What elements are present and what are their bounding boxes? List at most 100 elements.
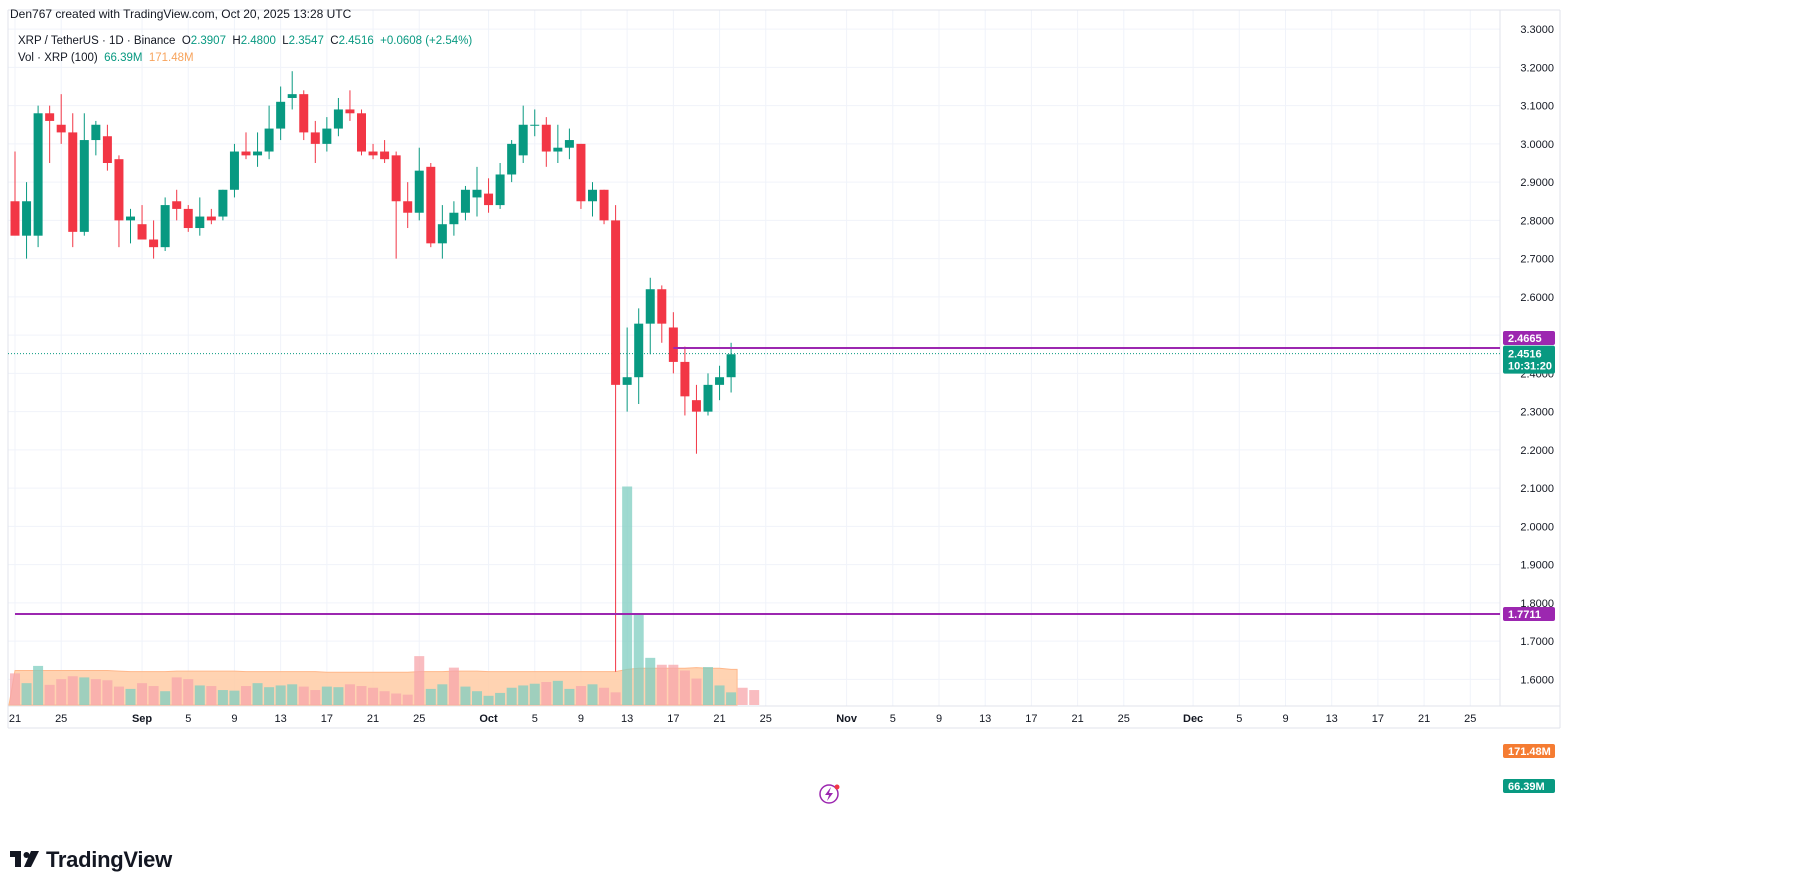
volume-bar — [691, 678, 702, 705]
candle-body — [195, 216, 205, 229]
volume-bar — [275, 685, 286, 705]
volume-bar — [356, 686, 367, 705]
candle — [91, 120, 101, 156]
candle-body — [287, 94, 297, 98]
time-tick-label: Nov — [836, 713, 858, 725]
candle-body — [241, 151, 251, 156]
candle-body — [680, 361, 690, 397]
candle-body — [149, 239, 159, 248]
candle-body — [691, 400, 701, 412]
candle — [310, 120, 320, 164]
volume-bar — [264, 687, 275, 705]
volume-bar — [622, 486, 633, 705]
volume-bar — [703, 667, 713, 705]
candle-body — [114, 159, 124, 221]
volume-bar — [310, 690, 321, 705]
volume-bar — [171, 677, 182, 705]
volume-bar — [495, 692, 506, 705]
volume-name[interactable]: Vol · XRP (100) — [18, 52, 98, 64]
candle — [276, 86, 286, 141]
time-tick-label: 17 — [321, 713, 333, 725]
candle — [368, 143, 378, 160]
candle — [126, 208, 135, 244]
candle-body — [91, 124, 101, 141]
volume-bar — [33, 665, 44, 705]
candle-body — [634, 323, 644, 378]
time-tick-label: Oct — [479, 713, 498, 725]
level-price-label: 1.7711 — [1503, 606, 1555, 621]
volume-bar — [194, 685, 205, 705]
volume-ma-axis-text: 171.48M — [1508, 746, 1551, 758]
time-tick-label: 5 — [890, 713, 896, 725]
level-price-label-text: 2.4665 — [1508, 333, 1542, 345]
candle — [22, 182, 32, 259]
candle — [691, 384, 701, 454]
candle — [380, 140, 390, 164]
candle — [484, 178, 494, 213]
candle-body — [657, 289, 667, 324]
candle — [137, 205, 147, 240]
candle-body — [518, 124, 528, 156]
candle-body — [22, 201, 32, 236]
candle — [253, 132, 263, 167]
candle — [645, 277, 655, 355]
time-tick-label: 25 — [1118, 713, 1130, 725]
candle-body — [380, 151, 390, 160]
level-price-label-text: 1.7711 — [1508, 609, 1541, 621]
volume-bar — [44, 684, 55, 705]
volume-bar — [529, 683, 540, 705]
candle — [680, 346, 690, 416]
candle — [102, 124, 112, 171]
tradingview-logo-text: TradingView — [46, 847, 172, 872]
candle-body — [310, 132, 320, 144]
lightning-icon[interactable] — [819, 784, 840, 804]
candle — [507, 140, 517, 183]
candle-body — [403, 201, 413, 213]
candle — [299, 90, 309, 141]
candle-body — [322, 128, 332, 144]
candle-body — [553, 147, 563, 152]
volume-axis-text: 66.39M — [1508, 781, 1545, 793]
candle-body — [206, 216, 216, 221]
price-tick-label: 1.6000 — [1520, 674, 1554, 686]
tradingview-logo[interactable]: TradingView — [10, 847, 172, 873]
candle-body — [56, 124, 66, 133]
candle-body — [715, 377, 725, 385]
candle — [703, 373, 713, 416]
time-tick-label: 13 — [979, 713, 991, 725]
candle — [160, 197, 170, 251]
candle — [195, 197, 205, 236]
volume-ma-axis-label: 171.48M — [1503, 744, 1555, 758]
candle — [726, 342, 736, 393]
time-tick-label: 17 — [1372, 713, 1384, 725]
candle — [56, 94, 66, 144]
time-tick-label: 21 — [1071, 713, 1083, 725]
volume-bar — [56, 679, 67, 705]
candle-body — [102, 136, 112, 164]
volume-bar — [125, 688, 136, 705]
candle-body — [449, 212, 459, 225]
candle — [149, 220, 159, 259]
low-label: L — [282, 35, 289, 47]
time-tick-label: 13 — [1326, 713, 1338, 725]
open-label: O — [181, 35, 191, 47]
time-tick-label: 9 — [936, 713, 942, 725]
volume-bar — [460, 686, 471, 705]
volume-bar — [391, 693, 402, 705]
time-tick-label: 21 — [367, 713, 379, 725]
candle — [715, 365, 725, 401]
candle — [414, 147, 424, 221]
volume-bar — [668, 664, 679, 705]
volume-bar — [610, 692, 621, 705]
candle — [668, 312, 678, 374]
time-tick-label: Dec — [1183, 713, 1203, 725]
symbol-name[interactable]: XRP / TetherUS · 1D · Binance — [18, 35, 176, 47]
volume-bar — [67, 676, 78, 705]
time-tick-label: 21 — [713, 713, 725, 725]
volume-bar — [113, 686, 124, 705]
candle — [79, 113, 89, 236]
volume-value: 66.39M — [104, 52, 143, 64]
time-tick-label: 21 — [1418, 713, 1430, 725]
candle-body — [45, 113, 55, 121]
